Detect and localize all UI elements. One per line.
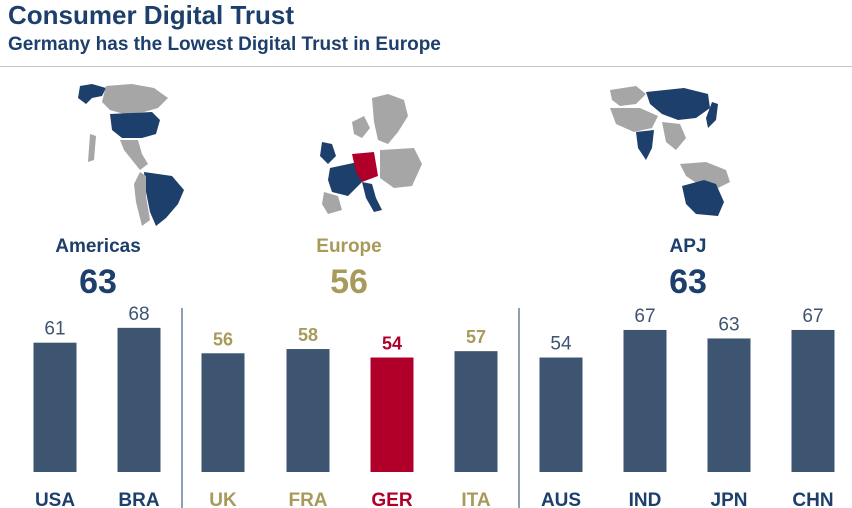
region-name-americas: Americas bbox=[55, 236, 141, 257]
region-score-apj: 63 bbox=[669, 263, 707, 301]
category-label-uk: UK bbox=[209, 490, 237, 508]
europe-map-icon bbox=[320, 94, 422, 214]
value-label-ger: 54 bbox=[382, 334, 402, 354]
category-label-chn: CHN bbox=[792, 490, 833, 508]
bar-chn bbox=[791, 329, 835, 472]
bar-fra bbox=[286, 349, 330, 472]
value-label-usa: 61 bbox=[44, 319, 65, 340]
bar-usa bbox=[33, 342, 77, 472]
category-label-bra: BRA bbox=[118, 490, 159, 508]
category-label-ita: ITA bbox=[461, 490, 490, 508]
bar-ger bbox=[370, 357, 414, 472]
page-subtitle: Germany has the Lowest Digital Trust in … bbox=[8, 34, 441, 55]
bar-bra bbox=[117, 327, 161, 472]
category-label-usa: USA bbox=[35, 490, 75, 508]
value-label-ind: 67 bbox=[634, 306, 655, 327]
bar-uk bbox=[201, 353, 245, 472]
title-divider bbox=[0, 66, 852, 67]
bar-ita bbox=[454, 351, 498, 472]
category-label-jpn: JPN bbox=[711, 490, 748, 508]
category-label-fra: FRA bbox=[288, 490, 327, 508]
bar-aus bbox=[539, 357, 583, 472]
category-label-ind: IND bbox=[629, 490, 662, 508]
value-label-fra: 58 bbox=[298, 325, 318, 345]
value-label-ita: 57 bbox=[466, 327, 486, 347]
region-name-europe: Europe bbox=[316, 236, 382, 257]
category-label-ger: GER bbox=[371, 490, 412, 508]
category-label-aus: AUS bbox=[541, 490, 581, 508]
region-name-apj: APJ bbox=[669, 236, 707, 257]
value-label-jpn: 63 bbox=[718, 314, 739, 335]
page-title: Consumer Digital Trust bbox=[8, 0, 295, 30]
region-score-americas: 63 bbox=[79, 263, 117, 301]
bar-ind bbox=[623, 329, 667, 472]
value-label-chn: 67 bbox=[802, 306, 823, 327]
bar-jpn bbox=[707, 338, 751, 472]
region-score-europe: 56 bbox=[330, 263, 368, 301]
value-label-aus: 54 bbox=[550, 334, 572, 355]
value-label-bra: 68 bbox=[128, 304, 149, 325]
value-label-uk: 56 bbox=[213, 329, 233, 349]
americas-map-icon bbox=[78, 84, 184, 226]
apj-map-icon bbox=[610, 86, 730, 216]
